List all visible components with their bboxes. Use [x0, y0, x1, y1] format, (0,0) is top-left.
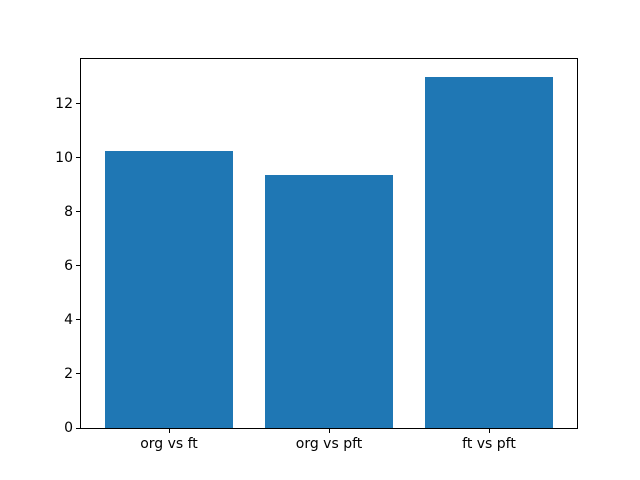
y-tick-mark: [76, 157, 80, 159]
x-tick-mark: [328, 429, 330, 433]
y-tick-mark: [76, 211, 80, 213]
y-tick-label: 10: [55, 149, 73, 166]
plot-area: 0 2 4 6 8 10 12 org vs ft org vs pft ft vs pft: [55, 58, 578, 452]
y-tick-label: 6: [64, 257, 73, 274]
y-tick-label: 2: [64, 365, 73, 382]
y-tick-mark: [76, 265, 80, 267]
bar-ft-vs-pft[interactable]: [425, 76, 553, 428]
y-tick-mark: [76, 103, 80, 105]
y-tick-label: 8: [64, 203, 73, 220]
bar-org-vs-pft[interactable]: [265, 175, 393, 428]
bar-org-vs-ft[interactable]: [105, 150, 233, 428]
x-tick-label: org vs ft: [140, 436, 198, 452]
x-tick-label: ft vs pft: [462, 436, 516, 452]
y-tick-mark: [76, 427, 80, 429]
y-tick-label: 12: [55, 95, 73, 112]
y-tick-mark: [76, 373, 80, 375]
y-tick-label: 0: [64, 420, 73, 436]
x-tick-mark: [488, 429, 490, 433]
x-tick-label: org vs pft: [295, 436, 363, 452]
y-tick-label: 4: [64, 311, 73, 328]
y-tick-mark: [76, 319, 80, 321]
x-tick-mark: [168, 429, 170, 433]
